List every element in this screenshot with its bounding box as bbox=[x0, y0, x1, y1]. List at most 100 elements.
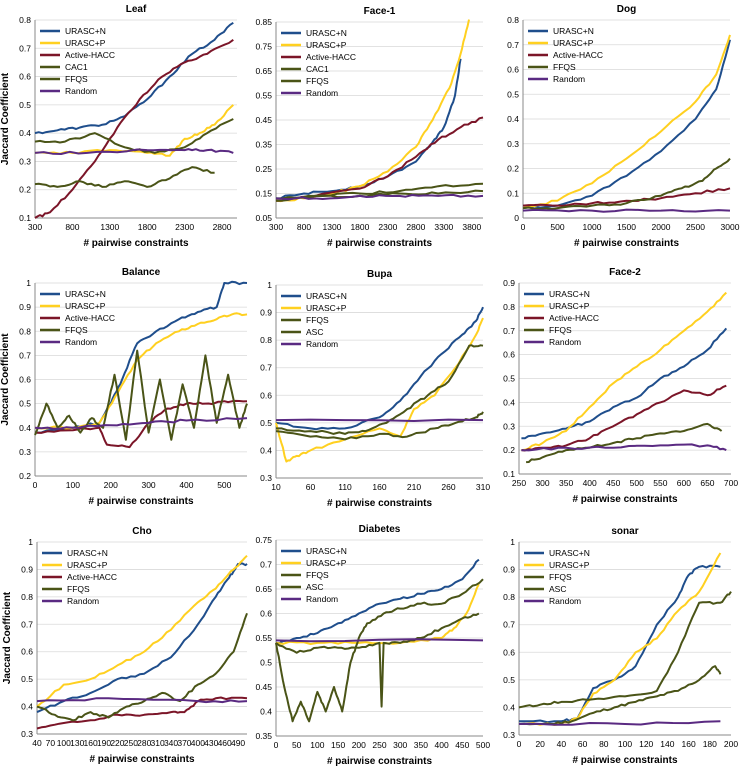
y-tick-label: 1 bbox=[28, 537, 33, 547]
y-tick-label: 0.65 bbox=[255, 584, 272, 594]
series-line-ffqs bbox=[275, 612, 480, 708]
x-tick-label: 1300 bbox=[100, 222, 119, 232]
y-tick-label: 0.2 bbox=[507, 164, 519, 174]
y-tick-label: 0.7 bbox=[21, 619, 33, 629]
legend-label: URASC+P bbox=[306, 303, 347, 313]
series-line-urasc-n bbox=[522, 39, 731, 210]
legend-label: ASC bbox=[549, 584, 566, 594]
y-tick-label: 0.6 bbox=[503, 350, 515, 360]
chart-balance: 0.2 0.3 0.4 0.5 0.6 0.7 0.8 0.9 1 0 100 200 300 400 50… bbox=[0, 267, 248, 507]
x-tick-label: 400 bbox=[435, 740, 449, 750]
x-axis-label: # pairwise constraints bbox=[327, 238, 432, 249]
series-line-random bbox=[275, 193, 484, 201]
y-tick-label: 0.35 bbox=[255, 731, 272, 741]
x-tick-label: 0 bbox=[521, 222, 526, 232]
x-tick-label: 490 bbox=[231, 738, 245, 748]
x-tick-label: 100 bbox=[66, 480, 80, 490]
x-tick-label: 60 bbox=[306, 482, 316, 492]
chart-title: Diabetes bbox=[359, 524, 401, 535]
y-tick-label: 0.6 bbox=[260, 390, 272, 400]
chart-title: Leaf bbox=[126, 4, 147, 15]
x-tick-label: 40 bbox=[32, 738, 42, 748]
x-tick-label: 700 bbox=[724, 478, 738, 488]
legend-label: URASC+P bbox=[549, 560, 590, 570]
series-line-active-hacc bbox=[275, 116, 484, 202]
x-tick-label: 450 bbox=[455, 740, 469, 750]
x-tick-label: 500 bbox=[476, 740, 490, 750]
x-tick-label: 300 bbox=[535, 478, 549, 488]
legend-label: FFQS bbox=[67, 584, 90, 594]
x-tick-label: 50 bbox=[292, 740, 302, 750]
x-tick-label: 800 bbox=[65, 222, 79, 232]
series-line-urasc-n bbox=[521, 327, 728, 440]
series-line-ffqs bbox=[36, 612, 248, 722]
legend-label: URASC+P bbox=[67, 560, 108, 570]
y-tick-label: 0.7 bbox=[503, 620, 515, 630]
series-line-ffqs bbox=[275, 189, 484, 200]
y-tick-label: 0.4 bbox=[503, 702, 515, 712]
x-tick-label: 460 bbox=[218, 738, 232, 748]
x-tick-label: 3000 bbox=[721, 222, 740, 232]
legend-label: Random bbox=[549, 337, 581, 347]
x-tick-label: 200 bbox=[104, 480, 118, 490]
chart-title: Balance bbox=[122, 267, 161, 278]
x-axis-label: # pairwise constraints bbox=[327, 498, 432, 509]
x-tick-label: 250 bbox=[124, 738, 138, 748]
x-tick-label: 180 bbox=[703, 739, 717, 749]
y-tick-label: 0.5 bbox=[21, 674, 33, 684]
x-tick-label: 250 bbox=[512, 478, 526, 488]
x-tick-label: 200 bbox=[724, 739, 738, 749]
y-tick-label: 0.5 bbox=[260, 418, 272, 428]
y-tick-label: 0.6 bbox=[19, 375, 31, 385]
x-tick-label: 430 bbox=[204, 738, 218, 748]
legend-label: URASC+N bbox=[306, 291, 347, 301]
y-tick-label: 0.5 bbox=[19, 399, 31, 409]
legend-label: URASC+P bbox=[65, 301, 106, 311]
x-tick-label: 200 bbox=[352, 740, 366, 750]
y-tick-label: 0.7 bbox=[503, 326, 515, 336]
y-tick-label: 0.75 bbox=[255, 535, 272, 545]
series-line-random bbox=[275, 418, 484, 422]
y-tick-label: 0.8 bbox=[503, 592, 515, 602]
x-tick-label: 250 bbox=[372, 740, 386, 750]
legend-label: FFQS bbox=[65, 74, 88, 84]
y-tick-label: 0.4 bbox=[260, 707, 272, 717]
x-tick-label: 1800 bbox=[350, 222, 369, 232]
y-tick-label: 0.4 bbox=[260, 445, 272, 455]
series-line-urasc-n bbox=[275, 558, 480, 645]
series-line-random bbox=[34, 148, 234, 155]
y-tick-label: 0.3 bbox=[260, 473, 272, 483]
x-axis-label: # pairwise constraints bbox=[83, 238, 188, 249]
legend-label: ASC bbox=[306, 582, 323, 592]
legend-label: Random bbox=[553, 74, 585, 84]
legend-label: Active-HACC bbox=[306, 52, 356, 62]
y-tick-label: 0.8 bbox=[21, 592, 33, 602]
x-tick-label: 130 bbox=[70, 738, 84, 748]
series-line-urasc-n bbox=[36, 562, 248, 714]
y-tick-label: 0.3 bbox=[19, 156, 31, 166]
x-tick-label: 350 bbox=[559, 478, 573, 488]
x-tick-label: 340 bbox=[164, 738, 178, 748]
legend-label: Active-HACC bbox=[65, 313, 115, 323]
series-line-active-hacc bbox=[36, 696, 248, 730]
x-tick-label: 2500 bbox=[686, 222, 705, 232]
x-tick-label: 150 bbox=[331, 740, 345, 750]
chart-sonar: 0.3 0.4 0.5 0.6 0.7 0.8 0.9 1 0 20 40 60 80 100 120 140… bbox=[503, 526, 738, 766]
x-tick-label: 40 bbox=[557, 739, 567, 749]
x-tick-label: 650 bbox=[700, 478, 714, 488]
x-tick-label: 1000 bbox=[583, 222, 602, 232]
legend-label: ASC bbox=[306, 327, 323, 337]
x-tick-label: 190 bbox=[97, 738, 111, 748]
legend-label: URASC+P bbox=[306, 40, 347, 50]
y-tick-label: 0.7 bbox=[260, 560, 272, 570]
chart-diabetes: 0.35 0.4 0.45 0.5 0.55 0.6 0.65 0.7 0.75 0 50 100 15… bbox=[255, 524, 490, 767]
y-tick-label: 0.7 bbox=[19, 43, 31, 53]
chart-face-2: 0.1 0.2 0.3 0.4 0.5 0.6 0.7 0.8 0.9 250 300 350 400 4… bbox=[503, 267, 738, 505]
x-tick-label: 600 bbox=[677, 478, 691, 488]
x-axis-label: # pairwise constraints bbox=[572, 494, 677, 505]
chart-title: Face-2 bbox=[609, 267, 641, 278]
series-line-urasc-p bbox=[36, 554, 248, 708]
series-line-ffqs bbox=[34, 166, 215, 188]
x-tick-label: 210 bbox=[407, 482, 421, 492]
y-tick-label: 0.05 bbox=[255, 213, 272, 223]
